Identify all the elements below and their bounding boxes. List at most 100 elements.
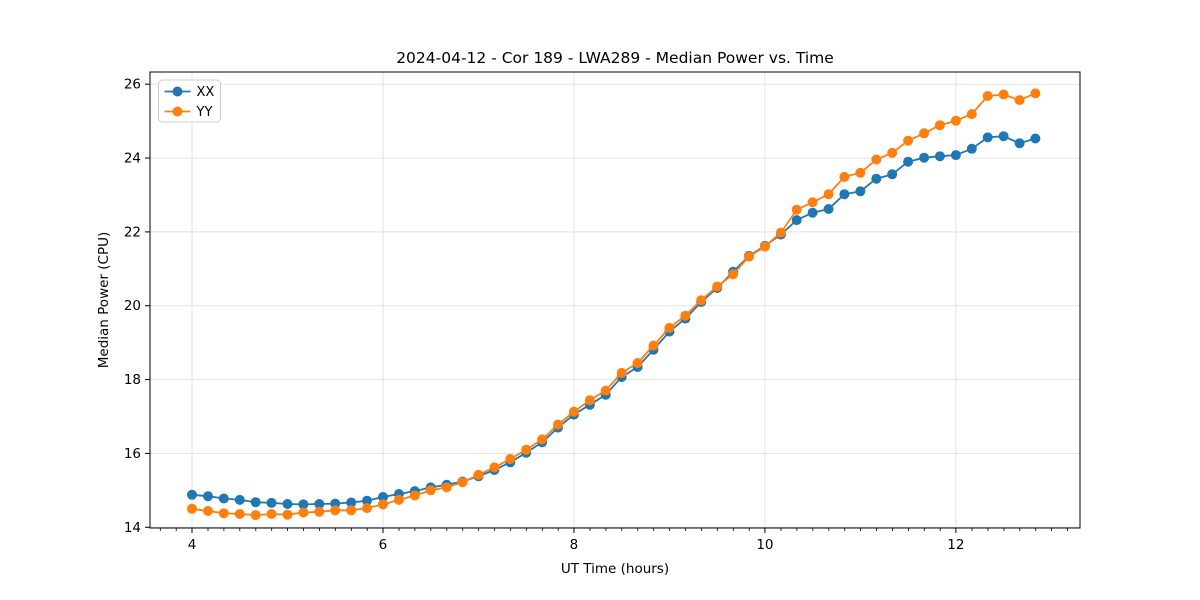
data-point-marker [807,197,818,208]
tick-layer: 4 6 8 10 12 14 16 18 20 22 24 26 [124,77,1068,553]
data-point-marker [871,173,882,184]
data-point-marker [362,503,372,514]
legend-marker-yy [172,106,183,117]
data-point-marker [791,215,802,226]
data-point-marker [744,251,754,262]
data-point-marker [807,207,818,218]
data-point-marker [314,499,325,509]
x-tick-label: 10 [756,537,773,553]
data-point-marker [314,506,325,517]
data-point-marker [234,509,245,519]
data-point-marker [489,462,500,473]
data-point-marker [187,503,197,514]
data-point-marker [203,506,213,516]
data-point-marker [887,169,898,180]
data-point-marker [728,269,739,280]
data-point-marker [282,499,293,509]
data-point-marker [839,171,850,182]
x-tick-label: 4 [188,537,197,553]
series-line-yy [191,92,1036,516]
data-point-marker [600,385,611,396]
data-point-marker [855,186,866,197]
data-point-marker [839,189,850,200]
data-point-marker [298,507,309,518]
data-point-marker [823,189,834,200]
data-point-marker [234,494,245,505]
data-point-marker [537,434,548,445]
chart-title: 2024-04-12 - Cor 189 - LWA289 - Median P… [396,49,834,67]
legend-marker-xx [172,86,183,97]
data-point-marker [409,490,420,501]
legend-label-yy: YY [196,105,213,120]
data-point-marker [855,167,866,178]
data-point-marker [616,367,627,378]
data-point-marker [950,115,961,126]
x-tick-label: 12 [947,537,964,553]
series-line-xx [191,135,1036,506]
grid-layer [150,72,1080,528]
data-point-marker [696,295,707,306]
data-point-marker [1014,95,1025,106]
data-point-marker [266,497,277,508]
data-point-marker [250,497,261,508]
data-point-marker [553,419,563,430]
series-markers-xx [187,131,1041,510]
data-point-marker [998,131,1009,142]
data-point-marker [584,395,595,406]
data-point-marker [266,509,277,519]
data-point-marker [218,493,229,504]
data-point-marker [441,482,452,493]
data-point-marker [505,454,516,464]
data-point-marker [680,310,691,321]
series-markers-yy [187,88,1041,521]
data-point-marker [568,406,579,417]
y-tick-label: 14 [124,520,141,536]
data-point-marker [187,489,197,500]
x-axis-label: UT Time (hours) [561,561,669,577]
data-point-marker [982,132,993,143]
data-point-marker [521,444,532,455]
data-point-marker [648,340,659,351]
data-point-marker [664,322,675,333]
data-point-marker [1030,133,1041,144]
data-point-marker [982,91,993,101]
data-point-marker [218,508,229,519]
data-point-marker [919,128,930,139]
data-point-marker [346,497,357,508]
data-point-marker [903,156,914,167]
data-point-marker [934,120,945,131]
data-point-marker [298,499,309,510]
data-point-marker [378,492,388,502]
legend: XX YY [158,79,221,123]
data-point-marker [934,151,945,162]
y-axis-label: Median Power (CPU) [96,232,112,368]
data-point-marker [950,150,961,161]
x-tick-label: 6 [379,537,388,553]
data-point-marker [791,204,802,215]
data-point-marker [330,505,341,516]
y-tick-label: 22 [124,224,141,240]
data-point-marker [250,510,261,521]
y-tick-label: 24 [124,151,141,167]
data-point-marker [203,491,213,502]
data-point-marker [759,241,770,252]
data-point-marker [775,227,786,238]
axes-layer [149,71,1081,529]
data-point-marker [632,358,643,368]
data-point-marker [966,143,977,154]
data-point-marker [966,109,977,120]
data-point-marker [998,89,1009,100]
data-point-marker [425,485,436,496]
data-point-marker [457,477,468,488]
data-point-marker [871,154,882,165]
data-point-marker [903,135,914,146]
y-tick-label: 26 [124,77,141,93]
data-point-marker [378,499,388,510]
data-point-marker [346,505,357,516]
data-point-marker [712,281,723,292]
data-point-marker [823,204,834,214]
x-tick-label: 8 [570,537,579,553]
y-tick-label: 18 [124,372,141,388]
